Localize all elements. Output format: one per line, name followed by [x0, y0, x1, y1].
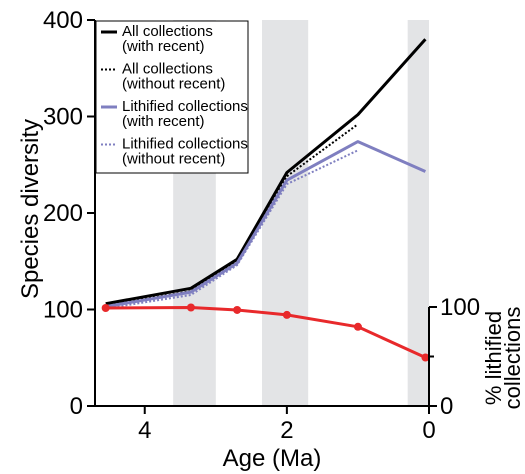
data-point — [353, 322, 362, 331]
legend-box — [95, 20, 249, 174]
legend-label: (with recent) — [122, 113, 205, 130]
legend-label: (with recent) — [122, 38, 205, 55]
series-line — [105, 306, 427, 359]
series-line — [105, 149, 359, 310]
legend-label: (without recent) — [122, 151, 225, 168]
y-tick-label: 300 — [43, 104, 83, 131]
shaded-interval — [262, 20, 309, 406]
data-point — [186, 303, 195, 312]
data-point — [421, 353, 430, 362]
data-point — [282, 310, 291, 319]
data-point — [101, 303, 110, 312]
y2-tick-label: 0 — [440, 393, 453, 420]
legend-label: (without recent) — [122, 76, 225, 93]
x-tick-label: 2 — [280, 417, 293, 444]
legend-label: All collections — [122, 23, 213, 40]
y2-tick-label: 100 — [440, 294, 480, 321]
legend-label: Lithified collections — [122, 136, 248, 153]
y-axis-label: Species diversity — [17, 119, 44, 299]
x-axis-label: Age (Ma) — [223, 445, 322, 472]
legend: All collections(with recent)All collecti… — [95, 20, 249, 174]
series-layer — [101, 38, 430, 362]
legend-label: All collections — [122, 61, 213, 78]
y-tick-label: 0 — [70, 393, 83, 420]
series-line — [105, 140, 427, 309]
shaded-interval — [407, 20, 429, 406]
legend-label: Lithified collections — [122, 98, 248, 115]
x-tick-label: 0 — [422, 417, 435, 444]
right-axis-label-line1: % lithified — [481, 311, 506, 405]
y-tick-label: 200 — [43, 200, 83, 227]
y-tick-label: 100 — [43, 297, 83, 324]
x-tick-label: 4 — [138, 417, 151, 444]
series-line — [105, 38, 427, 306]
y-tick-label: 400 — [43, 7, 83, 34]
right-axis-label-line2: collections — [500, 307, 525, 410]
data-point — [233, 305, 242, 314]
